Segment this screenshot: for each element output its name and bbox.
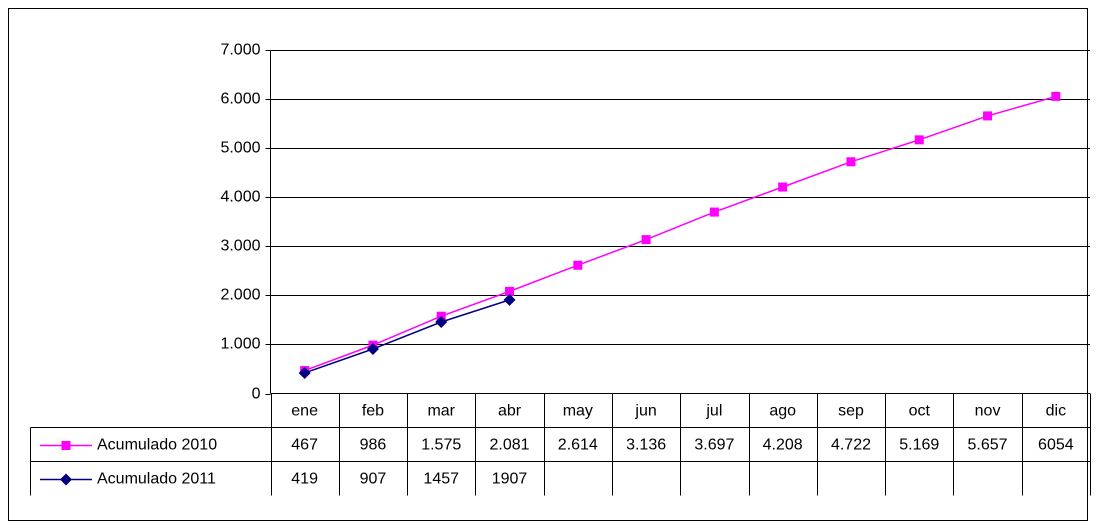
marker (298, 366, 311, 379)
x-tick-label: ene (291, 403, 318, 420)
marker (366, 342, 379, 355)
y-tick-label: 5.000 (220, 140, 260, 157)
marker (983, 111, 993, 121)
legend-marker (60, 473, 72, 486)
y-tick-label: 3.000 (220, 238, 260, 255)
marker (914, 135, 924, 145)
x-tick-label: nov (975, 403, 1001, 420)
y-tick-label: 4.000 (220, 189, 260, 206)
series-line (304, 95, 1057, 372)
x-tick-label: may (563, 403, 593, 420)
x-tick-label: ago (769, 403, 796, 420)
marker (778, 182, 788, 192)
table-value: 4.208 (763, 437, 803, 454)
marker (503, 293, 516, 306)
table-value: 3.136 (626, 437, 666, 454)
table-value: 907 (360, 471, 387, 488)
x-tick-label: sep (838, 403, 864, 420)
table-value: 467 (291, 437, 318, 454)
table-value: 5.657 (968, 437, 1008, 454)
legend-label: Acumulado 2011 (97, 471, 216, 488)
table-value: 5.169 (899, 437, 939, 454)
table-value: 4.722 (831, 437, 871, 454)
y-tick-label: 7.000 (220, 42, 260, 59)
marker (505, 286, 515, 296)
series-line (304, 299, 510, 374)
table-value: 1.575 (421, 437, 461, 454)
y-tick-label: 1.000 (220, 336, 260, 353)
x-tick-label: feb (362, 403, 384, 420)
marker (709, 207, 719, 217)
legend-label: Acumulado 2010 (97, 437, 217, 454)
table-value: 1457 (423, 471, 459, 488)
y-tick-label: 6.000 (220, 91, 260, 108)
x-tick-label: jul (705, 403, 722, 420)
marker (573, 260, 583, 270)
marker (641, 235, 651, 245)
table-value: 1907 (492, 471, 528, 488)
legend-marker (61, 441, 71, 450)
table-value: 3.697 (694, 437, 734, 454)
chart-border (8, 8, 1088, 521)
marker (846, 157, 856, 167)
table-value: 2.081 (489, 437, 529, 454)
marker (435, 316, 448, 329)
table-value: 2.614 (558, 437, 598, 454)
table-value: 419 (291, 471, 318, 488)
marker (1051, 91, 1061, 101)
x-tick-label: jun (634, 403, 656, 420)
y-tick-label: 0 (252, 386, 261, 403)
table-value: 986 (360, 437, 387, 454)
table-value: 6054 (1038, 437, 1074, 454)
x-tick-label: mar (427, 403, 455, 420)
x-tick-label: dic (1046, 403, 1066, 420)
x-tick-label: abr (498, 403, 522, 420)
y-tick-label: 2.000 (220, 287, 260, 304)
x-tick-label: oct (909, 403, 931, 420)
